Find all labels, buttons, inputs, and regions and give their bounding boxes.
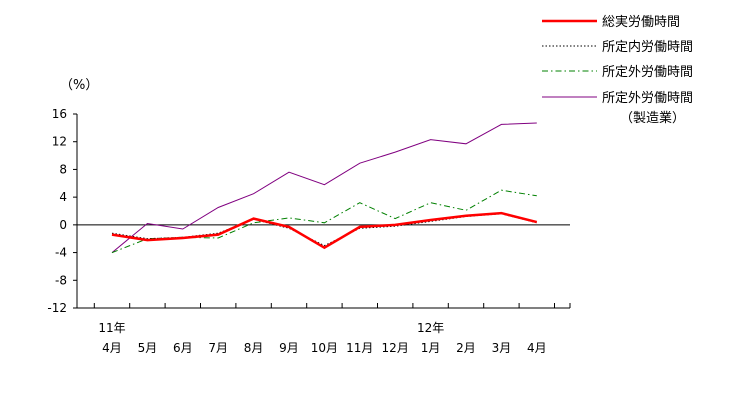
x-tick-label: 7月 (208, 341, 228, 355)
x-tick-label: 2月 (456, 341, 476, 355)
x-tick-label: 1月 (421, 341, 441, 355)
y-tick-label: -12 (47, 301, 67, 315)
x-tick-label: 8月 (244, 341, 264, 355)
x-tick-label: 4月 (527, 341, 547, 355)
series-layer (111, 122, 538, 254)
x-tick-label: 11月 (346, 341, 373, 355)
x-tick-label: 10月 (311, 341, 338, 355)
x-year-label: 12年 (417, 321, 444, 335)
y-tick-label: 0 (59, 218, 67, 232)
legend-label-1: 総実労働時間 (602, 14, 680, 30)
series-line-3 (111, 189, 537, 254)
y-tick-label: -8 (55, 273, 67, 287)
y-tick-label: -4 (55, 246, 67, 260)
x-tick-label: 6月 (173, 341, 193, 355)
y-tick-label: 4 (59, 190, 67, 204)
legend-label-4: 所定外労働時間 (602, 91, 693, 106)
x-tick-label: 12月 (382, 341, 409, 355)
y-axis-unit-label: （%） (60, 78, 98, 93)
axes: -12 -8 -4 0 4 8 12 16 4月 5月 6月 7月 8月 9月 10月 11月 12月 1月 2月 3… (47, 107, 571, 355)
y-tick-label: 8 (59, 162, 67, 176)
series-line-1 (111, 211, 538, 250)
y-tick-label: 16 (52, 107, 67, 121)
x-tick-label: 5月 (138, 341, 158, 355)
x-tick-label: 3月 (492, 341, 512, 355)
series-line-2 (111, 213, 537, 247)
x-tick-label: 4月 (102, 341, 122, 355)
series-line-4 (111, 122, 537, 253)
legend-label-4-line2: （製造業） (620, 110, 685, 126)
x-year-label: 11年 (98, 321, 125, 335)
y-tick-label: 12 (52, 135, 67, 149)
legend-label-2: 所定内労働時間 (602, 39, 693, 55)
x-tick-label: 9月 (279, 341, 299, 355)
legend-label-3: 所定外労働時間 (602, 65, 693, 80)
